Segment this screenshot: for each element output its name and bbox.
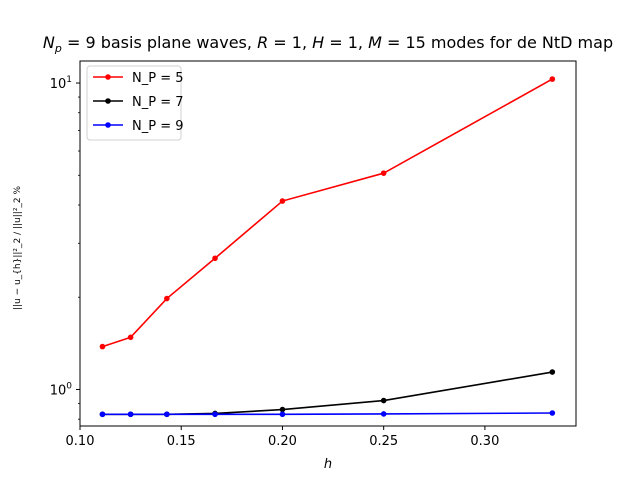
y-tick-label: 101 <box>50 75 72 92</box>
series-1-point <box>99 343 106 350</box>
legend: N_P = 5 N_P = 7 N_P = 9 <box>86 65 184 141</box>
legend-marker-1 <box>105 74 111 80</box>
chart-title: Np = 9 basis plane waves, R = 1, H = 1, … <box>43 33 613 55</box>
series-2-point <box>549 369 556 375</box>
y-axis-label: ||u − u_{h}||²_2 / ||u||²_2 % <box>13 185 23 310</box>
series-line-3 <box>102 412 553 416</box>
chart-title-part: = 1, <box>324 33 368 52</box>
y-axis-label-text: ||u − u_{h}||²_2 / ||u||²_2 % <box>13 185 23 310</box>
y-tick-base: 10 <box>50 383 67 398</box>
series-2-point <box>279 406 286 413</box>
legend-entry-3: N_P = 9 <box>132 119 184 134</box>
series-1-point <box>549 76 556 82</box>
series-1-point <box>380 170 387 176</box>
series-line-2 <box>102 371 553 416</box>
series-3-point <box>99 411 106 418</box>
legend-entry-1: N_P = 5 <box>132 71 184 86</box>
legend-entry-2: N_P = 7 <box>132 95 184 110</box>
x-tick-label: 0.10 <box>66 434 95 449</box>
series-1-point <box>164 295 170 302</box>
x-tick-label: 0.15 <box>167 434 196 449</box>
series-3-point <box>279 411 286 418</box>
series-1-point <box>212 255 218 262</box>
series-3-point <box>127 411 134 418</box>
chart-title-part: R <box>257 33 268 52</box>
chart-title-part: = 15 modes for de NtD map <box>382 33 613 52</box>
chart-title-part: = 1, <box>268 33 312 52</box>
chart-title-part: = 9 basis plane waves, <box>62 33 257 52</box>
chart-title-part: M <box>368 33 382 52</box>
series-3-point <box>380 411 387 417</box>
chart-title-part: H <box>312 33 324 52</box>
y-tick-base: 10 <box>50 77 67 92</box>
x-tick-label: 0.30 <box>470 434 499 449</box>
legend-box <box>86 65 182 141</box>
series-3-point <box>212 411 218 418</box>
legend-marker-2 <box>105 98 111 104</box>
y-tick-exponent: 0 <box>66 381 72 391</box>
chart-title-part: p <box>54 42 62 55</box>
x-tick-label: 0.25 <box>369 434 398 449</box>
x-tick-label: 0.20 <box>268 434 297 449</box>
series-2-point <box>380 397 387 404</box>
series-1-point <box>279 198 286 204</box>
y-tick-exponent: 1 <box>66 75 72 85</box>
y-tick-label: 100 <box>50 381 73 398</box>
series-1-point <box>127 334 134 341</box>
series-3-point <box>549 410 556 416</box>
chart-title-part: N <box>43 33 55 52</box>
legend-marker-3 <box>105 122 111 128</box>
plot-area <box>99 76 556 418</box>
series-3-point <box>164 411 170 418</box>
x-axis-label: h <box>324 457 332 472</box>
